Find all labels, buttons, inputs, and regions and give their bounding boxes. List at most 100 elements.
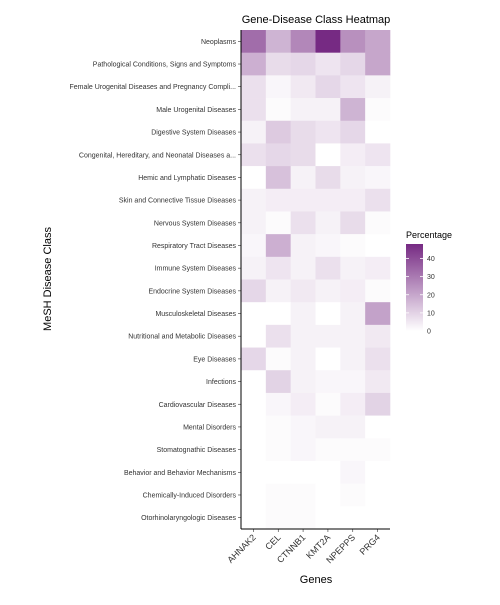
heatmap-cell xyxy=(340,98,366,122)
heatmap-cell xyxy=(241,120,267,144)
heatmap-cell xyxy=(290,98,316,122)
heatmap-cell xyxy=(340,256,366,280)
heatmap-cell xyxy=(315,98,341,122)
heatmap-cell xyxy=(365,392,391,416)
heatmap-cell xyxy=(290,234,316,258)
heatmap-cell xyxy=(265,256,291,280)
heatmap-cell xyxy=(265,324,291,348)
y-tick-label: Hemic and Lymphatic Diseases xyxy=(138,175,236,182)
heatmap-cell xyxy=(241,438,267,462)
y-tick-label: Infections xyxy=(206,379,236,386)
heatmap-cell xyxy=(290,75,316,99)
heatmap-cell xyxy=(265,460,291,484)
heatmap-cell xyxy=(365,143,391,167)
heatmap-cell xyxy=(315,256,341,280)
heatmap-cell xyxy=(365,324,391,348)
heatmap-cell xyxy=(340,370,366,394)
heatmap-cell xyxy=(241,52,267,76)
heatmap-cell xyxy=(290,120,316,144)
heatmap-cell xyxy=(315,415,341,439)
heatmap-cell xyxy=(241,30,267,53)
heatmap-cell xyxy=(315,166,341,190)
heatmap-cell xyxy=(290,506,316,530)
heatmap-cell xyxy=(365,52,391,76)
y-tick-label: Digestive System Diseases xyxy=(151,130,236,137)
heatmap-cell xyxy=(290,302,316,326)
heatmap-cell xyxy=(315,52,341,76)
heatmap-cell xyxy=(241,166,267,190)
heatmap-cell xyxy=(315,506,341,530)
heatmap-cell xyxy=(340,347,366,371)
legend-tick-label: 30 xyxy=(427,274,435,281)
legend-title: Percentage xyxy=(406,230,452,240)
heatmap-cell xyxy=(365,279,391,303)
heatmap-cell xyxy=(315,370,341,394)
heatmap-cell xyxy=(265,188,291,212)
heatmap-cell xyxy=(290,324,316,348)
heatmap-cell xyxy=(241,370,267,394)
heatmap-cell xyxy=(265,506,291,530)
legend-tick-label: 20 xyxy=(427,292,435,299)
legend-tick-label: 0 xyxy=(427,329,431,336)
heatmap-cell xyxy=(315,347,341,371)
heatmap-cell xyxy=(265,143,291,167)
heatmap-cell xyxy=(340,392,366,416)
heatmap-cell xyxy=(241,234,267,258)
heatmap-cell xyxy=(290,279,316,303)
heatmap-cell xyxy=(315,302,341,326)
heatmap-cell xyxy=(265,370,291,394)
heatmap-cell xyxy=(340,30,366,53)
heatmap-cell xyxy=(290,370,316,394)
heatmap-cell xyxy=(290,415,316,439)
heatmap-cell xyxy=(365,438,391,462)
heatmap-cell xyxy=(315,438,341,462)
legend-colorbar xyxy=(406,244,423,331)
heatmap-cell xyxy=(365,347,391,371)
y-tick-label: Stomatognathic Diseases xyxy=(157,447,237,454)
heatmap-cell xyxy=(315,143,341,167)
heatmap-cell xyxy=(340,52,366,76)
heatmap-cell xyxy=(315,324,341,348)
heatmap-cell xyxy=(365,415,391,439)
heatmap-cell xyxy=(265,483,291,507)
heatmap-cell xyxy=(241,392,267,416)
heatmap-cell xyxy=(315,188,341,212)
heatmap-cell xyxy=(241,347,267,371)
y-tick-label: Musculoskeletal Diseases xyxy=(155,311,236,318)
heatmap-cell xyxy=(365,166,391,190)
legend-tick-label: 10 xyxy=(427,310,435,317)
y-tick-label: Male Urogenital Diseases xyxy=(156,107,236,114)
heatmap-cell xyxy=(340,460,366,484)
y-tick-label: Skin and Connective Tissue Diseases xyxy=(119,198,237,205)
heatmap-cell xyxy=(315,279,341,303)
heatmap-cell xyxy=(290,166,316,190)
y-tick-label: Neoplasms xyxy=(201,39,237,46)
legend: Percentage 0 10 20 30 40 xyxy=(406,230,452,336)
heatmap-cell xyxy=(290,188,316,212)
y-tick-label: Behavior and Behavior Mechanisms xyxy=(124,470,237,477)
heatmap-cell xyxy=(365,188,391,212)
heatmap-cell xyxy=(265,234,291,258)
heatmap-cell xyxy=(265,30,291,53)
heatmap-cell xyxy=(241,143,267,167)
heatmap-cell xyxy=(365,234,391,258)
y-tick-label: Nutritional and Metabolic Diseases xyxy=(128,334,236,341)
heatmap-cell xyxy=(265,279,291,303)
heatmap-cell xyxy=(365,302,391,326)
heatmap-cell xyxy=(290,460,316,484)
heatmap-cell xyxy=(265,438,291,462)
heatmap-cell xyxy=(315,483,341,507)
heatmap-cell xyxy=(340,143,366,167)
heatmap-cell xyxy=(290,392,316,416)
heatmap-cell xyxy=(365,75,391,99)
heatmap-cell xyxy=(340,75,366,99)
heatmap-cell xyxy=(241,506,267,530)
heatmap-cell xyxy=(290,211,316,235)
heatmap-cell xyxy=(315,75,341,99)
heatmap-cell xyxy=(265,347,291,371)
heatmap-cell xyxy=(365,30,391,53)
heatmap-cell xyxy=(315,460,341,484)
y-tick-label: Immune System Diseases xyxy=(155,266,237,273)
